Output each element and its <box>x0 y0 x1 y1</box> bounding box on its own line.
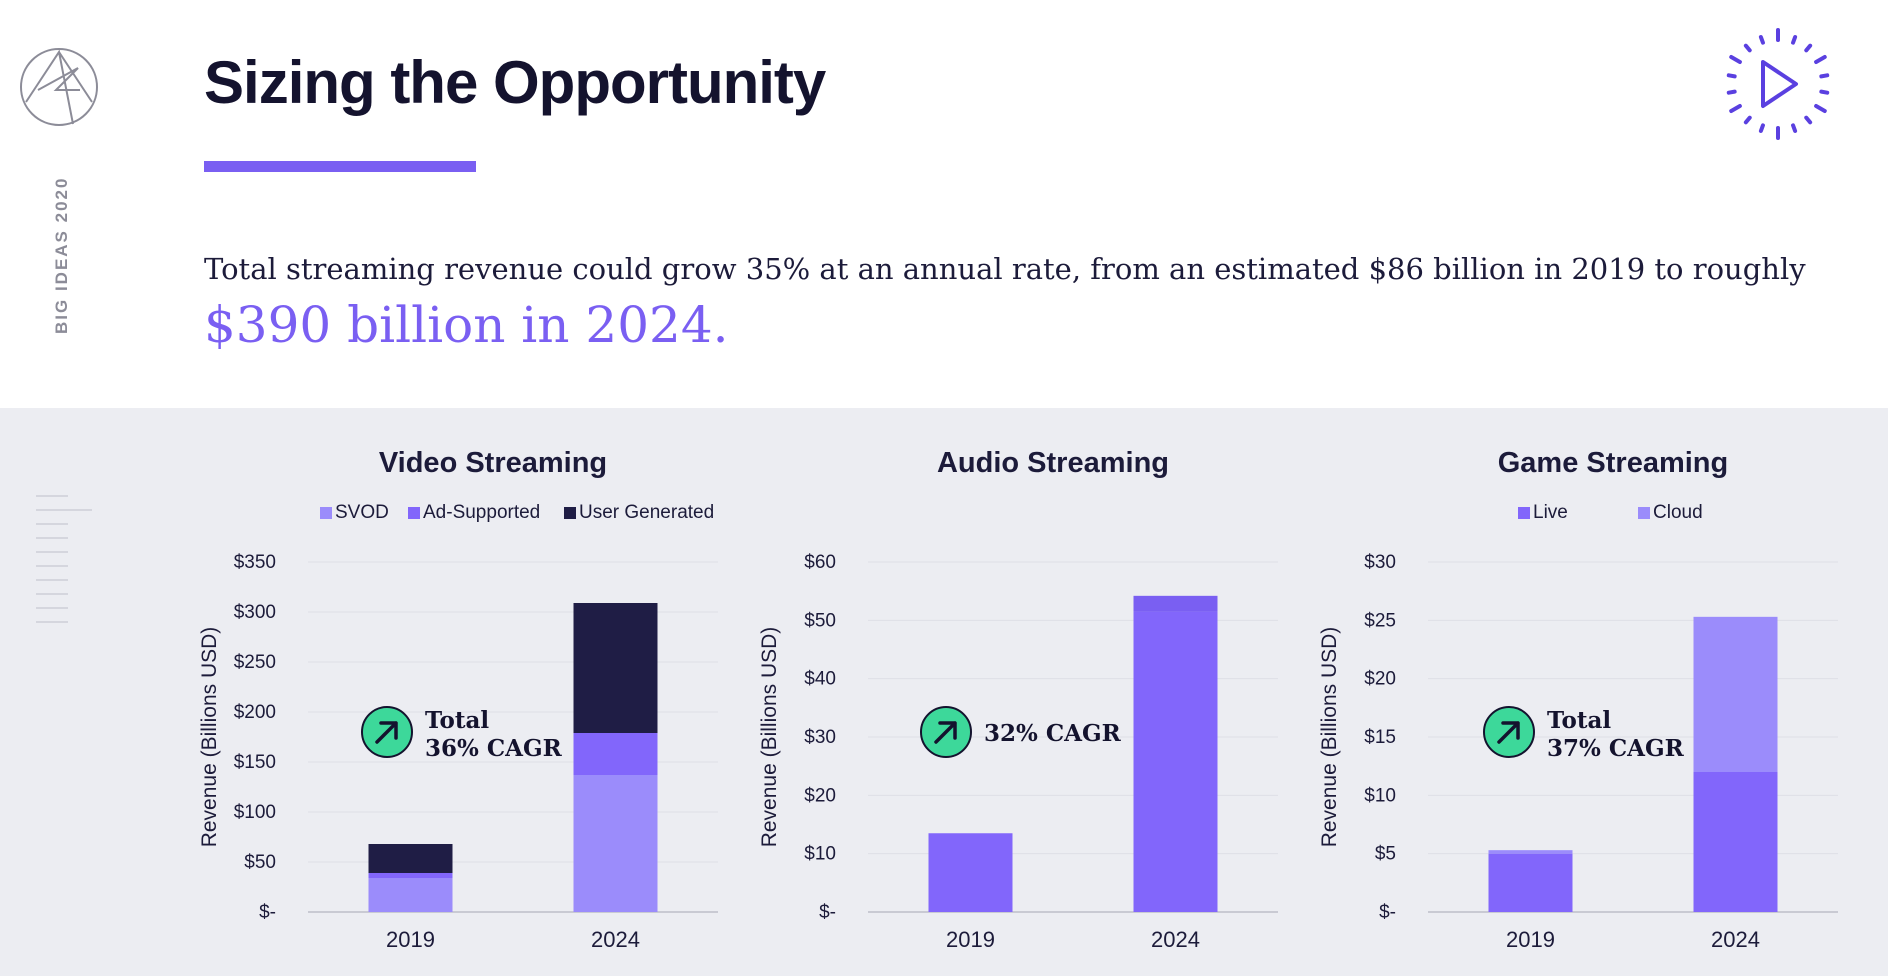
y-axis-label: Revenue (Billions USD) <box>198 627 221 848</box>
arrow-up-right-icon <box>1497 721 1520 744</box>
bar-segment <box>368 844 453 873</box>
y-tick-label: $- <box>259 902 276 923</box>
y-tick-label: $20 <box>804 785 836 806</box>
bar-segment <box>1133 611 1218 912</box>
y-tick-label: $- <box>1379 902 1396 923</box>
x-tick-label: 2024 <box>1151 927 1200 952</box>
y-tick-label: $10 <box>804 844 836 865</box>
bar-segment <box>573 733 658 775</box>
y-tick-label: $15 <box>1364 727 1396 748</box>
y-tick-label: $50 <box>804 610 836 631</box>
legend-label: Live <box>1533 502 1568 523</box>
chart-title: Video Streaming <box>379 447 607 479</box>
y-tick-label: $250 <box>234 652 276 673</box>
highlight-figure: $390 billion in 2024. <box>204 296 729 354</box>
legend-label: SVOD <box>335 502 389 523</box>
game-streaming-chart: Game Streaming Live Cloud $- $5 $10 $15 $20 $25 $… <box>1318 447 1838 952</box>
legend-swatch <box>1518 507 1530 519</box>
cagr-label: 32% CAGR <box>984 720 1122 747</box>
x-tick-label: 2019 <box>386 927 435 952</box>
y-axis-label: Revenue (Billions USD) <box>1318 627 1341 848</box>
y-tick-label: $10 <box>1364 785 1396 806</box>
legend-label: Ad-Supported <box>423 502 540 523</box>
bar-segment <box>368 878 453 912</box>
y-tick-label: $200 <box>234 702 276 723</box>
chart-title: Audio Streaming <box>937 447 1169 479</box>
arrow-up-right-icon <box>375 721 398 744</box>
y-tick-label: $100 <box>234 802 276 823</box>
bar-segment <box>1488 853 1573 912</box>
y-tick-label: $30 <box>1364 552 1396 573</box>
cagr-label: Total <box>1547 707 1611 734</box>
cagr-label: 37% CAGR <box>1547 735 1685 762</box>
cagr-label: Total <box>425 707 489 734</box>
chart-title: Game Streaming <box>1498 447 1728 479</box>
y-tick-label: $20 <box>1364 669 1396 690</box>
intro-text: Total streaming revenue could grow 35% a… <box>204 252 1806 286</box>
y-tick-label: $5 <box>1375 844 1396 865</box>
y-tick-label: $150 <box>234 752 276 773</box>
audio-streaming-chart: Audio Streaming $- $10 $20 $30 $40 $50 $60 Reven… <box>758 447 1278 952</box>
y-tick-label: $50 <box>244 852 276 873</box>
y-tick-label: $- <box>819 902 836 923</box>
bar-segment <box>1488 850 1573 854</box>
title-underline <box>204 161 476 172</box>
cagr-label: 36% CAGR <box>425 735 563 762</box>
play-circle-icon <box>1726 28 1830 140</box>
bar-segment <box>1133 595 1218 612</box>
bar-segment <box>573 775 658 912</box>
legend-label: Cloud <box>1653 502 1703 523</box>
x-tick-label: 2019 <box>1506 927 1555 952</box>
legend-swatch <box>408 507 420 519</box>
legend-label: User Generated <box>579 502 714 523</box>
bar-segment <box>368 873 453 878</box>
decorative-lines-icon <box>36 495 92 623</box>
bar-segment <box>1693 772 1778 912</box>
bar-segment <box>928 833 1013 912</box>
video-streaming-chart: Video Streaming SVOD Ad-Supported User Gene… <box>198 447 718 952</box>
y-tick-label: $350 <box>234 552 276 573</box>
legend-swatch <box>564 507 576 519</box>
y-tick-label: $40 <box>804 669 836 690</box>
bar-segment <box>1693 616 1778 772</box>
page-title: Sizing the Opportunity <box>204 49 826 116</box>
x-tick-label: 2024 <box>1711 927 1760 952</box>
bar-segment <box>573 603 658 733</box>
x-tick-label: 2024 <box>591 927 640 952</box>
y-axis-label: Revenue (Billions USD) <box>758 627 781 848</box>
y-tick-label: $300 <box>234 602 276 623</box>
legend-swatch <box>320 507 332 519</box>
legend-swatch <box>1638 507 1650 519</box>
side-label: BIG IDEAS 2020 <box>52 176 71 334</box>
arrow-up-right-icon <box>934 721 957 744</box>
y-tick-label: $30 <box>804 727 836 748</box>
y-tick-label: $25 <box>1364 610 1396 631</box>
x-tick-label: 2019 <box>946 927 995 952</box>
ark-logo-icon <box>20 48 98 126</box>
y-tick-label: $60 <box>804 552 836 573</box>
